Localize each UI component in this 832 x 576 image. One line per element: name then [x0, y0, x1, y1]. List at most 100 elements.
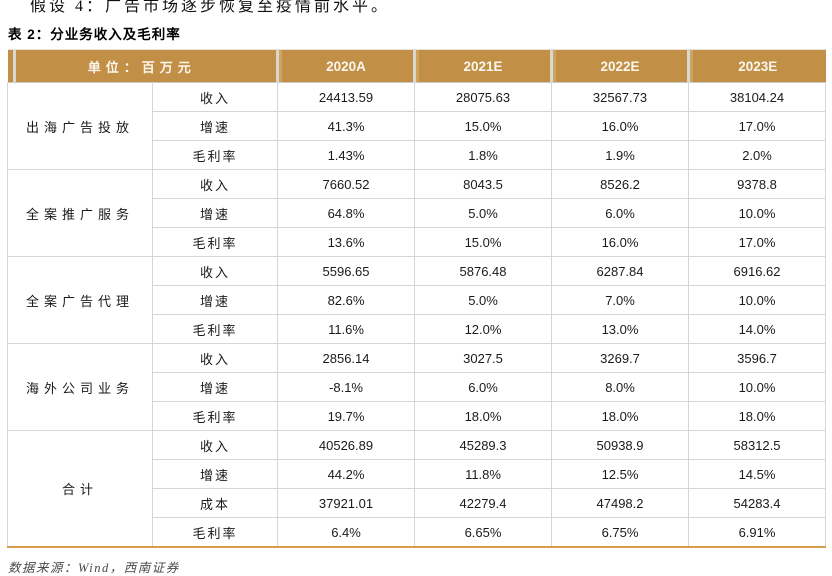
value-cell: 18.0% [414, 401, 553, 431]
business-revenue-margin-table: 单位：百万元 2020A 2021E 2022E 2023E 出海广告投放 收入 2… [7, 49, 827, 548]
value-cell: 12.5% [551, 459, 690, 489]
value-cell: 12.0% [414, 314, 553, 344]
value-cell: 54283.4 [688, 488, 827, 518]
value-cell: 16.0% [551, 111, 690, 141]
value-cell: 8.0% [551, 372, 690, 402]
value-cell: 58312.5 [688, 430, 827, 460]
metric-label-cell: 收入 [151, 82, 279, 112]
table-row: 毛利率 19.7% 18.0% 18.0% 18.0% [8, 401, 827, 431]
value-cell: 6916.62 [688, 256, 827, 286]
metric-label-cell: 毛利率 [151, 314, 279, 344]
value-cell: 15.0% [414, 111, 553, 141]
value-cell: 1.8% [414, 140, 553, 170]
table-row: 增速 64.8% 5.0% 6.0% 10.0% [8, 198, 827, 228]
table-row: 毛利率 11.6% 12.0% 13.0% 14.0% [8, 314, 827, 344]
value-cell: 16.0% [551, 227, 690, 257]
value-cell: 6.91% [688, 517, 827, 548]
value-cell: 8526.2 [551, 169, 690, 199]
value-cell: 38104.24 [688, 82, 827, 112]
value-cell: 6.65% [414, 517, 553, 548]
assumption-text: 假设 4：广告市场逐步恢复至疫情前水平。 [30, 0, 391, 13]
value-cell: 42279.4 [414, 488, 553, 518]
table-row: 全案广告代理 收入 5596.65 5876.48 6287.84 6916.62 [7, 256, 827, 344]
metric-label-cell: 成本 [151, 488, 279, 518]
year-header-2023e: 2023E [687, 49, 826, 83]
table-row: 出海广告投放 收入 24413.59 28075.63 32567.73 38104.24 [7, 82, 827, 170]
table-row: 全案推广服务 收入 7660.52 8043.5 8526.2 9378.8 [7, 169, 827, 257]
value-cell: 6.4% [277, 517, 416, 548]
metric-label-cell: 增速 [151, 285, 279, 315]
metric-label-cell: 增速 [151, 459, 279, 489]
value-cell: 32567.73 [551, 82, 690, 112]
value-cell: 15.0% [414, 227, 553, 257]
value-cell: 18.0% [688, 401, 827, 431]
value-cell: 6.0% [414, 372, 553, 402]
business-name-cell: 出海广告投放 [7, 82, 153, 170]
metric-label-cell: 增速 [151, 111, 279, 141]
metric-label-cell: 收入 [151, 343, 279, 373]
value-cell: 45289.3 [414, 430, 553, 460]
value-cell: 5.0% [414, 198, 553, 228]
value-cell: 3027.5 [414, 343, 553, 373]
metric-label-cell: 毛利率 [151, 401, 279, 431]
value-cell: 13.6% [277, 227, 416, 257]
value-cell: 14.0% [688, 314, 827, 344]
year-header-2022e: 2022E [550, 49, 689, 83]
value-cell: 44.2% [277, 459, 416, 489]
business-name-cell: 海外公司业务 [7, 343, 153, 431]
metric-label-cell: 增速 [151, 198, 279, 228]
value-cell: 19.7% [277, 401, 416, 431]
value-cell: 10.0% [688, 372, 827, 402]
value-cell: 3596.7 [688, 343, 827, 373]
table-row: 增速 82.6% 5.0% 7.0% 10.0% [8, 285, 827, 315]
value-cell: -8.1% [277, 372, 416, 402]
value-cell: 2856.14 [277, 343, 416, 373]
metric-label-cell: 毛利率 [151, 140, 279, 170]
value-cell: 1.43% [277, 140, 416, 170]
table-body: 出海广告投放 收入 24413.59 28075.63 32567.73 38104.24… [7, 82, 827, 548]
value-cell: 47498.2 [551, 488, 690, 518]
business-name-cell: 全案广告代理 [7, 256, 153, 344]
value-cell: 37921.01 [277, 488, 416, 518]
value-cell: 6.75% [551, 517, 690, 548]
table-title: 表 2：分业务收入及毛利率 [8, 27, 181, 42]
table-row: 合计 收入 40526.89 45289.3 50938.9 58312.5 [7, 430, 827, 548]
value-cell: 40526.89 [277, 430, 416, 460]
value-cell: 41.3% [277, 111, 416, 141]
value-cell: 17.0% [688, 111, 827, 141]
value-cell: 9378.8 [688, 169, 827, 199]
value-cell: 6287.84 [551, 256, 690, 286]
value-cell: 11.8% [414, 459, 553, 489]
unit-header-cell: 单位：百万元 [7, 49, 278, 83]
value-cell: 7660.52 [277, 169, 416, 199]
metric-label-cell: 收入 [151, 430, 279, 460]
table-row: 毛利率 13.6% 15.0% 16.0% 17.0% [8, 227, 827, 257]
value-cell: 5.0% [414, 285, 553, 315]
value-cell: 24413.59 [277, 82, 416, 112]
value-cell: 14.5% [688, 459, 827, 489]
business-name-cell: 合计 [7, 430, 153, 548]
value-cell: 10.0% [688, 198, 827, 228]
metric-label-cell: 毛利率 [151, 227, 279, 257]
table-row: 增速 41.3% 15.0% 16.0% 17.0% [8, 111, 827, 141]
value-cell: 10.0% [688, 285, 827, 315]
value-cell: 7.0% [551, 285, 690, 315]
value-cell: 5876.48 [414, 256, 553, 286]
metric-label-cell: 收入 [151, 256, 279, 286]
value-cell: 5596.65 [277, 256, 416, 286]
value-cell: 50938.9 [551, 430, 690, 460]
value-cell: 2.0% [688, 140, 827, 170]
year-header-2020a: 2020A [276, 49, 415, 83]
business-name-cell: 全案推广服务 [7, 169, 153, 257]
year-header-2021e: 2021E [413, 49, 552, 83]
table-row: 毛利率 1.43% 1.8% 1.9% 2.0% [8, 140, 827, 170]
value-cell: 28075.63 [414, 82, 553, 112]
value-cell: 82.6% [277, 285, 416, 315]
value-cell: 1.9% [551, 140, 690, 170]
table-header: 单位：百万元 2020A 2021E 2022E 2023E [7, 49, 826, 83]
value-cell: 13.0% [551, 314, 690, 344]
value-cell: 8043.5 [414, 169, 553, 199]
header-row: 单位：百万元 2020A 2021E 2022E 2023E [7, 49, 826, 83]
assumption-text-clipped: 假设 4：广告市场逐步恢复至疫情前水平。 [30, 0, 825, 13]
